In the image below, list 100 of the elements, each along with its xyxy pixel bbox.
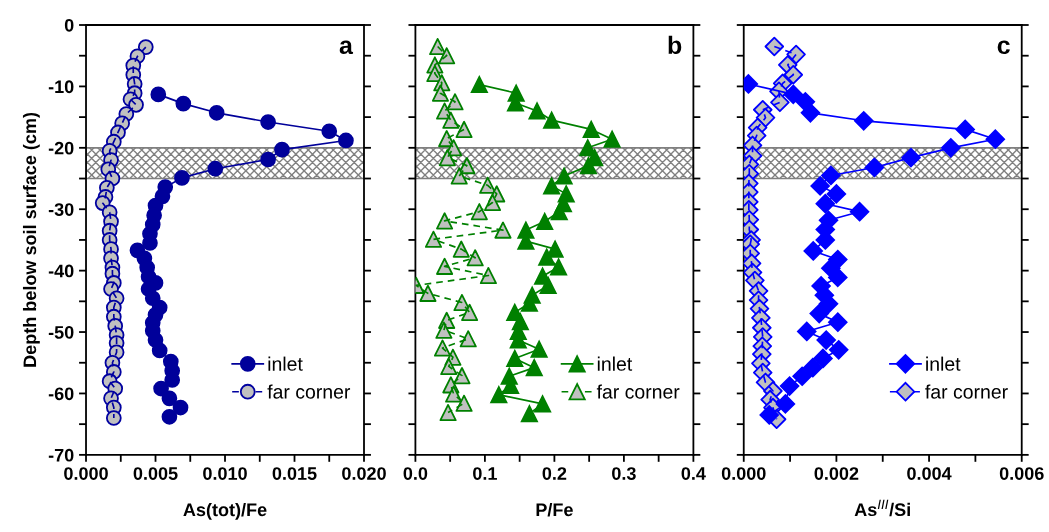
point [466, 249, 484, 267]
legend-label: far corner [267, 384, 351, 399]
x-tick-label: 0.010 [203, 467, 247, 480]
point [442, 111, 460, 129]
y-tick-label: -50 [48, 325, 74, 339]
point [438, 149, 456, 167]
point [525, 359, 543, 377]
point [803, 241, 823, 261]
point [450, 167, 468, 185]
point [274, 141, 290, 158]
point [470, 76, 488, 94]
point [849, 201, 870, 222]
point [424, 230, 443, 248]
point [161, 390, 178, 407]
y-tick-label: -20 [48, 141, 74, 155]
point [479, 267, 497, 285]
point [494, 221, 512, 239]
x-tick-label: 0.3 [612, 467, 636, 480]
point [783, 84, 804, 105]
point [864, 157, 885, 178]
point [795, 92, 816, 112]
point [172, 399, 189, 416]
point [506, 349, 524, 367]
annotation: a [339, 40, 354, 55]
point [151, 342, 168, 359]
point [431, 84, 449, 102]
y-tick-label: -40 [48, 264, 74, 278]
point [260, 114, 276, 130]
point [435, 321, 453, 339]
point [828, 340, 849, 360]
point [809, 303, 830, 324]
x-axis-title: As(tot)/Fe [183, 502, 267, 520]
point [153, 380, 169, 397]
point [582, 120, 600, 138]
point [530, 340, 548, 358]
point [759, 405, 779, 425]
point [207, 160, 224, 177]
point [955, 119, 975, 140]
point [419, 284, 437, 302]
y-tick-label: -10 [48, 80, 74, 94]
point [985, 129, 1006, 149]
point [821, 165, 841, 186]
point [810, 176, 830, 196]
point [775, 394, 796, 414]
point [538, 248, 556, 266]
point [321, 123, 338, 140]
point [175, 95, 192, 112]
point [461, 303, 479, 321]
x-tick-label: 0.002 [814, 467, 859, 480]
y-tick-label: 0 [64, 18, 74, 32]
point [555, 167, 573, 185]
y-tick-label: -30 [48, 203, 74, 216]
y-tick-label: -70 [48, 448, 74, 462]
point [792, 366, 812, 387]
point [539, 276, 557, 294]
point [543, 111, 561, 129]
x-tick-label: 0.4 [681, 467, 706, 480]
x-tick-label: 0.015 [272, 467, 317, 480]
point [800, 103, 821, 123]
point [818, 294, 839, 314]
x-tick-label: 0.004 [907, 467, 952, 480]
point [579, 157, 597, 175]
legend-label: far corner [596, 384, 680, 399]
legend-label: inlet [268, 356, 303, 371]
point [536, 212, 554, 231]
point [338, 132, 354, 149]
point [440, 357, 458, 375]
x-tick-label: 0.0 [403, 467, 428, 480]
point [941, 138, 961, 158]
point [534, 395, 552, 413]
point [816, 330, 836, 350]
point [436, 212, 454, 230]
y-tick-label: -60 [48, 387, 74, 401]
point [436, 257, 454, 275]
point [484, 193, 502, 212]
point [150, 86, 167, 103]
point [815, 193, 836, 214]
point [528, 102, 546, 120]
x-axis-title: P/Fe [536, 502, 573, 517]
x-tick-label: 0.000 [721, 467, 766, 480]
point [779, 376, 800, 396]
x-tick-label: 0.000 [64, 467, 108, 480]
x-tick-label: 0.020 [342, 467, 386, 480]
point [550, 203, 568, 221]
x-tick-label: 0.005 [133, 467, 178, 480]
point [543, 177, 561, 195]
point [161, 408, 178, 425]
point [455, 394, 473, 412]
y-axis-title: Depth below soil surface (cm) [22, 112, 40, 367]
legend-label: inlet [926, 356, 961, 371]
point [901, 147, 921, 168]
point [853, 111, 874, 131]
point [813, 348, 833, 369]
point [490, 386, 508, 404]
legend-label: inlet [597, 356, 633, 371]
x-tick-label: 0.2 [542, 467, 567, 480]
x-axis-title: As$^{III}$/Si [854, 499, 910, 517]
legend-label: far corner [925, 384, 1008, 399]
x-tick-label: 0.1 [473, 467, 497, 480]
point [439, 403, 457, 422]
